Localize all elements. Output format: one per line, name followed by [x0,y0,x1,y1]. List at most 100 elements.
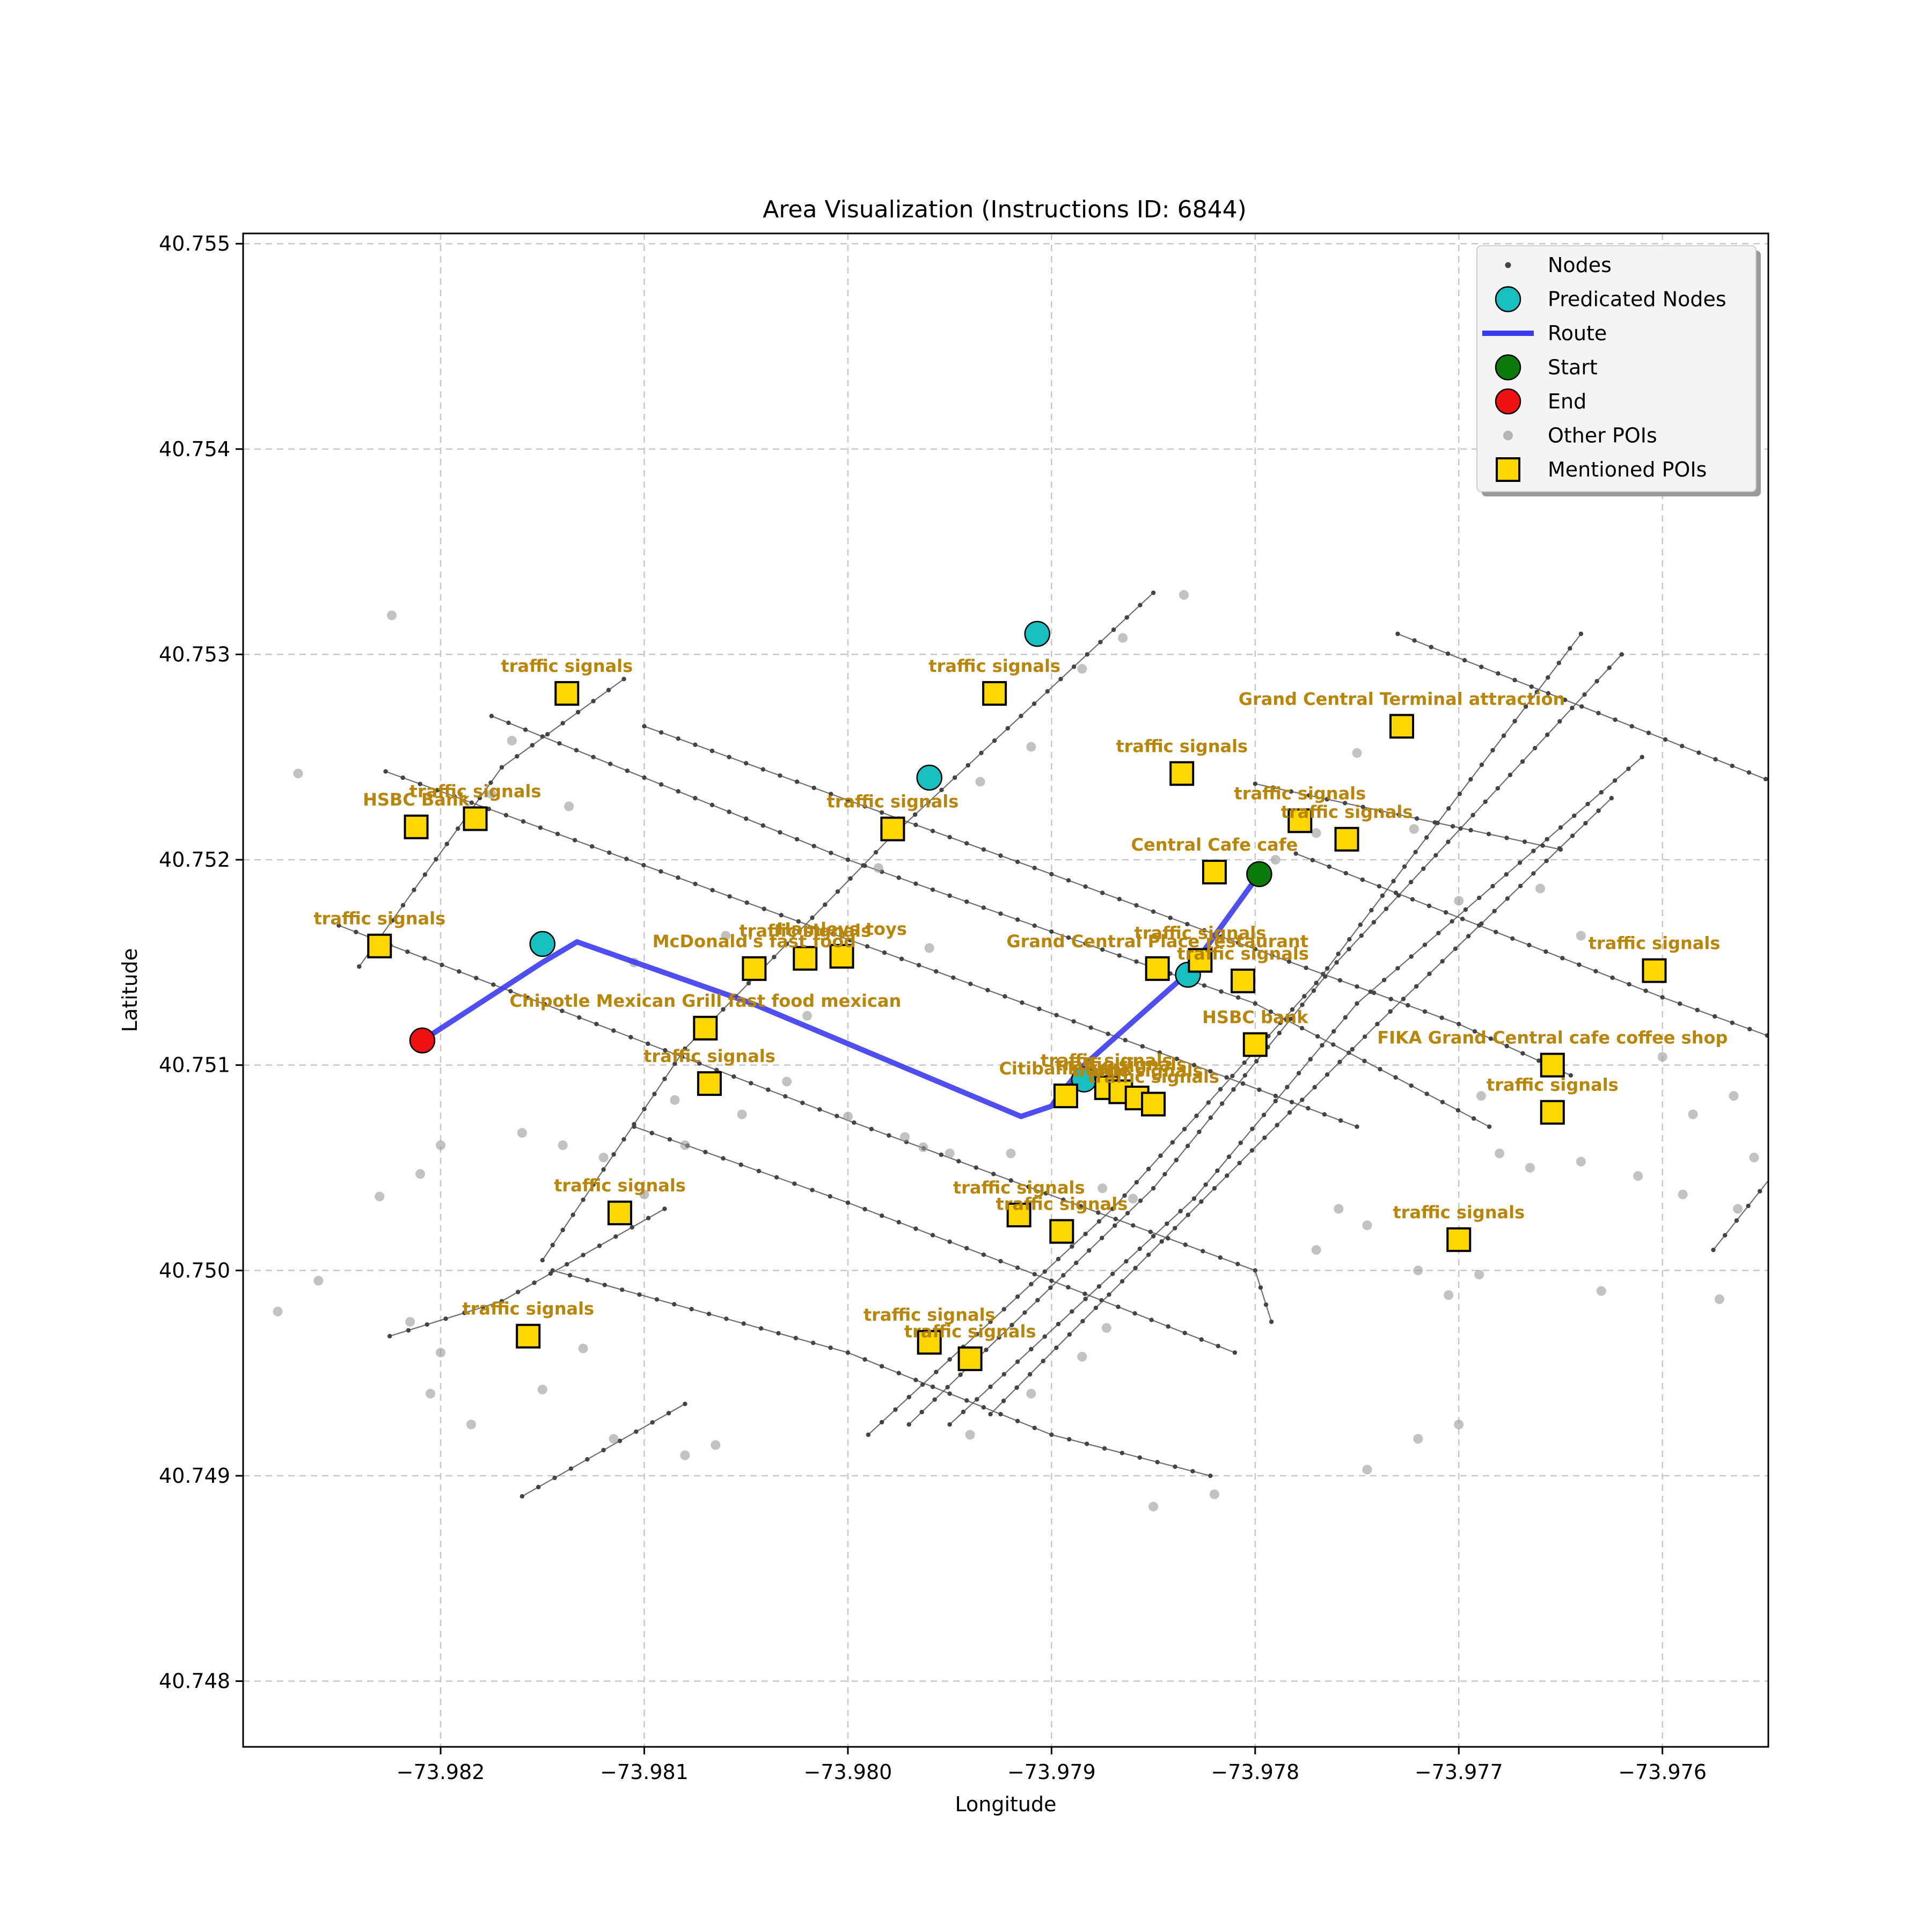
node [811,844,816,848]
node [1746,1203,1751,1209]
node [1362,1058,1367,1064]
node [1338,1118,1343,1123]
node [683,1046,687,1051]
node [422,956,427,961]
other-poi [737,1109,747,1119]
node [1067,1437,1072,1442]
other-poi [1476,1091,1486,1101]
node [646,1216,651,1220]
node [1253,947,1258,952]
node [1005,726,1010,731]
node [1001,1372,1007,1377]
start-end-layer [409,861,1272,1053]
node [1148,1230,1153,1234]
node [1226,1154,1232,1159]
node [1413,850,1418,854]
node [1173,1226,1177,1231]
node [1421,866,1426,871]
node [1083,884,1088,889]
node [1422,1009,1428,1014]
node [1558,825,1563,830]
node [1504,872,1509,877]
chart-title: Area Visualization (Instructions ID: 684… [763,196,1247,223]
node [988,1384,993,1389]
node [1110,1271,1115,1276]
node [565,1262,569,1267]
node [1286,959,1292,964]
node [1170,1140,1175,1145]
node [1323,974,1328,979]
node [985,987,990,993]
node [766,1087,771,1092]
mentioned-poi-marker [829,943,854,969]
node [1304,965,1308,970]
node [1029,1282,1034,1287]
node [1019,713,1023,719]
other-poi [1077,664,1087,674]
mentioned-poi-marker [957,1346,983,1371]
node [1355,1001,1359,1006]
node [1054,1013,1059,1018]
node [829,792,833,796]
node [998,1258,1003,1264]
node [1157,1050,1162,1055]
street-segment [1397,633,1768,781]
node [749,1081,753,1086]
node [1479,664,1484,669]
node [1137,1246,1142,1252]
node [1337,978,1343,983]
other-poi [802,1011,813,1021]
node [1159,1239,1164,1244]
node [947,835,952,840]
node [383,769,388,774]
node [706,1312,712,1316]
node [585,1457,590,1462]
mentioned-poi-marker [1389,714,1415,739]
node [540,1257,545,1263]
node [1380,893,1385,898]
node [835,1114,839,1118]
node [1231,1087,1236,1092]
node [1049,1278,1054,1283]
other-poi [680,1450,690,1460]
node [1368,989,1373,994]
node [893,1407,898,1412]
node [1523,704,1528,709]
x-tick-label: −73.977 [1415,1760,1503,1784]
legend-item: Nodes [1505,253,1612,277]
node [762,906,766,911]
node [1056,1256,1061,1262]
node [862,804,867,809]
node [1032,923,1037,928]
legend-label: Mentioned POIs [1548,458,1707,481]
other-poi [945,1148,955,1159]
node [1218,1255,1223,1260]
node [1074,1260,1079,1265]
node [649,1131,654,1136]
node [879,1419,884,1425]
node [1758,1189,1762,1194]
node [1520,1051,1525,1056]
mentioned-poi-marker [1540,1052,1565,1078]
node [779,913,784,918]
node [1572,813,1577,818]
node [992,738,997,743]
node [1527,942,1532,948]
node [882,950,887,955]
node [1096,1210,1101,1215]
node [1125,1211,1130,1216]
node [1331,1029,1336,1034]
node [654,1297,660,1302]
node [772,955,777,960]
node [778,773,782,778]
node [1235,995,1241,1000]
node [650,1420,655,1425]
other-poi [1454,896,1464,906]
mentioned-poi-label: traffic signals [953,1177,1085,1198]
node [474,976,479,980]
other-poi [609,1434,619,1444]
node [1713,1014,1717,1019]
x-axis-label: Longitude [955,1792,1057,1816]
node [617,1438,623,1444]
node [662,1077,667,1081]
